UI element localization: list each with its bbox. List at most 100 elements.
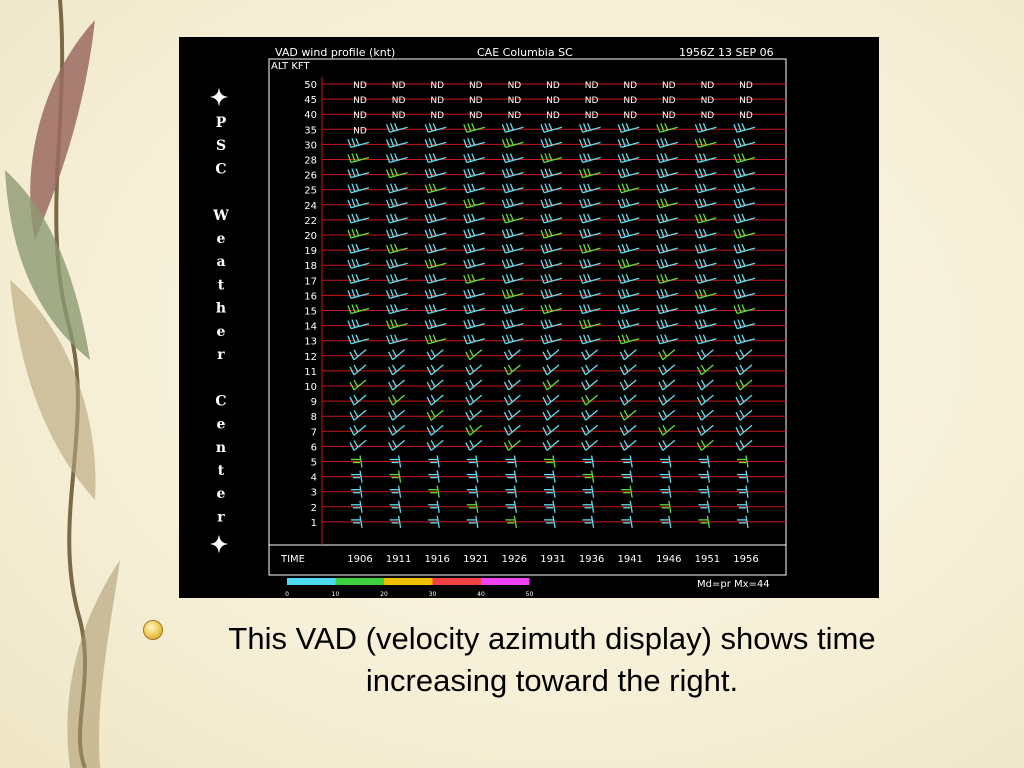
wind-barb xyxy=(424,183,447,194)
altitude-label: 26 xyxy=(304,171,317,182)
wind-barb xyxy=(385,289,408,300)
wind-barb xyxy=(347,243,370,254)
scale-swatch xyxy=(287,578,336,585)
wind-barb xyxy=(578,243,601,254)
bullet-icon xyxy=(143,620,163,640)
nd-label: ND xyxy=(739,81,753,91)
wind-barb xyxy=(619,394,637,406)
wind-barb xyxy=(621,485,633,498)
wind-barb xyxy=(694,274,717,284)
wind-barb xyxy=(503,364,521,376)
wind-barb xyxy=(540,123,563,133)
wind-barb xyxy=(617,258,640,269)
wind-barb xyxy=(389,470,402,483)
scale-label: 40 xyxy=(477,591,485,598)
altitude-label: 50 xyxy=(304,80,317,91)
wind-barb xyxy=(424,319,447,330)
wind-barb xyxy=(578,138,601,149)
nd-label: ND xyxy=(392,111,406,121)
nd-label: ND xyxy=(353,111,367,121)
wind-barb xyxy=(619,424,637,436)
wind-barb xyxy=(501,213,524,224)
wind-barb xyxy=(737,485,749,498)
wind-barb xyxy=(617,138,640,149)
vad-valid-time: 1956Z 13 SEP 06 xyxy=(679,46,774,59)
wind-barb xyxy=(617,334,640,345)
leaf-decoration xyxy=(5,0,120,768)
wind-barb xyxy=(466,470,479,483)
altitude-label: 15 xyxy=(304,307,317,318)
wind-barb xyxy=(424,243,447,254)
wind-barb xyxy=(385,228,408,239)
wind-barb xyxy=(385,168,408,179)
wind-barb xyxy=(694,289,717,300)
wind-barb xyxy=(578,183,601,194)
wind-barb xyxy=(578,274,601,284)
wind-barb xyxy=(735,409,753,421)
wind-barb xyxy=(621,455,633,468)
wind-barb xyxy=(619,379,637,391)
wind-barb xyxy=(656,319,678,330)
wind-barb xyxy=(505,515,518,529)
wind-barb xyxy=(351,515,363,529)
time-label: 1926 xyxy=(502,554,527,565)
nd-label: ND xyxy=(508,81,522,91)
altitude-label: 6 xyxy=(311,442,317,453)
scale-swatch xyxy=(384,578,433,585)
wind-barb xyxy=(388,364,406,376)
wind-barb xyxy=(428,515,440,529)
wind-barb xyxy=(349,379,367,391)
nd-label: ND xyxy=(662,96,676,106)
wind-barb xyxy=(659,470,672,483)
wind-barb xyxy=(578,228,601,239)
wind-barb xyxy=(544,500,556,513)
wind-barb xyxy=(426,439,444,451)
nd-label: ND xyxy=(623,96,637,106)
wind-barb xyxy=(544,485,556,498)
wind-barb xyxy=(424,123,447,133)
wind-barb xyxy=(694,213,717,224)
nd-label: ND xyxy=(392,96,406,106)
wind-barb xyxy=(463,168,485,179)
wind-barb xyxy=(540,213,563,224)
wind-barb xyxy=(656,138,678,149)
scale-label: 10 xyxy=(332,591,340,598)
nd-label: ND xyxy=(546,81,560,91)
wind-barb xyxy=(505,455,518,468)
wind-barb xyxy=(388,394,406,406)
wind-barb xyxy=(501,334,524,345)
wind-barb xyxy=(501,153,524,164)
altitude-label: 14 xyxy=(304,322,317,333)
side-letter: P xyxy=(216,115,227,131)
wind-barb xyxy=(659,455,672,468)
wind-barb xyxy=(351,455,363,468)
nd-label: ND xyxy=(508,111,522,121)
wind-barb xyxy=(501,319,524,330)
nd-label: ND xyxy=(585,96,599,106)
wind-barb xyxy=(503,379,521,391)
wind-barb xyxy=(578,258,601,269)
wind-barb xyxy=(581,439,599,451)
wind-barb xyxy=(698,485,711,498)
wind-barb xyxy=(578,213,601,224)
wind-barb xyxy=(694,304,717,315)
wind-barb xyxy=(501,123,524,133)
wind-barb xyxy=(463,183,485,194)
wind-barb xyxy=(735,379,753,391)
side-letter: S xyxy=(216,138,226,154)
wind-barb xyxy=(428,485,440,498)
nd-label: ND xyxy=(701,111,715,121)
wind-barb xyxy=(503,409,521,421)
wind-barb xyxy=(385,274,408,284)
wind-barb xyxy=(385,153,408,164)
wind-barb xyxy=(658,364,676,376)
wind-barb xyxy=(659,485,672,498)
wind-barb xyxy=(619,349,637,361)
side-letter: r xyxy=(217,509,225,525)
wind-barb xyxy=(696,364,714,376)
wind-barb xyxy=(347,289,370,300)
time-label: 1936 xyxy=(579,554,604,565)
wind-barb xyxy=(658,394,676,406)
wind-barb xyxy=(385,213,408,224)
